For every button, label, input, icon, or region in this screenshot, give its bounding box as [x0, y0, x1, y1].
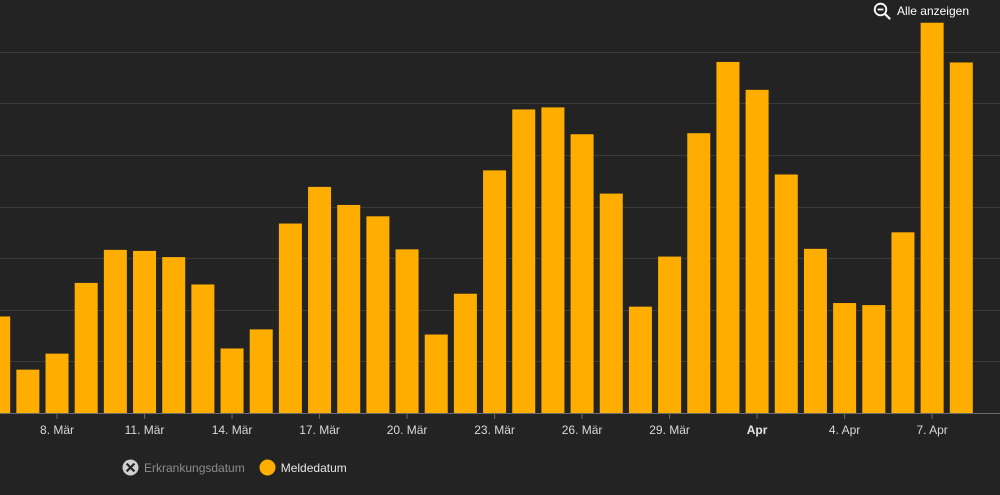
legend-item-erkrankungsdatum[interactable]: Erkrankungsdatum [122, 459, 245, 476]
tick-label: 11. Mär [125, 423, 165, 437]
bar[interactable] [74, 282, 98, 413]
show-all-label: Alle anzeigen [896, 4, 969, 18]
bar[interactable] [920, 22, 944, 414]
tick-label: 17. Mär [299, 423, 340, 437]
tick-label: 23. Mär [474, 423, 515, 437]
tick-label: Apr [747, 423, 768, 437]
bars-meldedatum [0, 22, 973, 414]
bar[interactable] [891, 232, 915, 413]
bar[interactable] [570, 134, 594, 413]
bar[interactable] [833, 303, 857, 413]
bar[interactable] [395, 249, 419, 413]
bar[interactable] [687, 133, 711, 413]
bar[interactable] [103, 249, 127, 413]
show-all-button[interactable]: Alle anzeigen [873, 2, 969, 20]
zoom-out-icon [873, 2, 891, 20]
bar[interactable] [249, 329, 273, 413]
legend-label-erkrankungsdatum: Erkrankungsdatum [144, 460, 245, 475]
x-axis-ticks: 8. Mär 11. Mär 14. Mär 17. Mär 20. Mär 23. Mä… [40, 413, 948, 437]
bar[interactable] [483, 170, 507, 413]
bar[interactable] [774, 174, 798, 413]
bar[interactable] [658, 256, 682, 413]
bar[interactable] [0, 316, 11, 413]
bar[interactable] [599, 193, 623, 413]
bar[interactable] [308, 186, 332, 413]
bar[interactable] [424, 334, 448, 413]
bar[interactable] [162, 257, 186, 413]
bar[interactable] [541, 107, 565, 413]
bar[interactable] [745, 89, 769, 413]
tick-label: 26. Mär [562, 423, 603, 437]
legend-circle-icon [259, 459, 276, 476]
bar[interactable] [716, 61, 740, 413]
tick-label: 7. Apr [916, 423, 947, 437]
bar[interactable] [628, 306, 652, 413]
bar[interactable] [220, 348, 244, 413]
tick-label: 29. Mär [649, 423, 690, 437]
legend-hidden-icon [122, 459, 139, 476]
legend-item-meldedatum[interactable]: Meldedatum [259, 459, 347, 476]
bar[interactable] [803, 248, 827, 413]
tick-label: 14. Mär [212, 423, 253, 437]
bar[interactable] [512, 109, 536, 413]
bar[interactable] [133, 250, 157, 413]
bar[interactable] [862, 305, 886, 413]
bar[interactable] [16, 369, 40, 413]
bar[interactable] [949, 62, 973, 414]
bar[interactable] [278, 223, 302, 413]
tick-label: 20. Mär [387, 423, 428, 437]
tick-label: 8. Mär [40, 423, 74, 437]
bar[interactable] [191, 284, 215, 413]
bar[interactable] [337, 204, 361, 413]
legend: Erkrankungsdatum Meldedatum [122, 459, 347, 476]
legend-label-meldedatum: Meldedatum [280, 460, 347, 475]
tick-label: 4. Apr [829, 423, 860, 437]
bar[interactable] [366, 216, 390, 413]
bar[interactable] [45, 353, 69, 413]
bar[interactable] [453, 293, 477, 413]
